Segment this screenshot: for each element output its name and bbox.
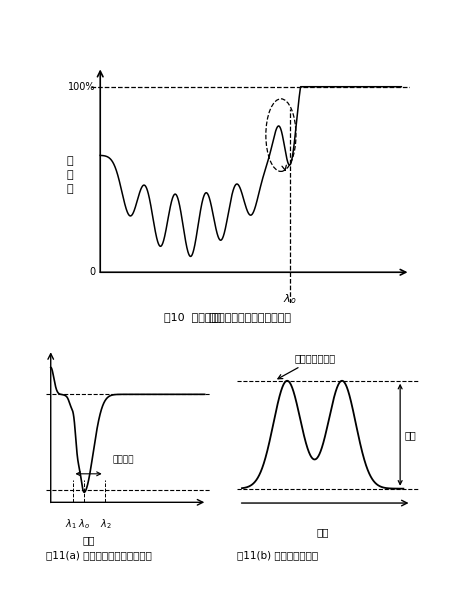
Text: $\lambda_o$: $\lambda_o$ [283,292,296,306]
Text: 0: 0 [89,267,96,277]
Text: 波長変調: 波長変調 [112,456,133,465]
Text: 100%: 100% [68,82,96,92]
Text: 光強度変調信号: 光強度変調信号 [277,353,334,379]
Text: 図11(a) 透過光スペクトル拡大図: 図11(a) 透過光スペクトル拡大図 [46,551,151,561]
Text: 振幅: 振幅 [404,430,416,440]
Text: $\lambda_2$: $\lambda_2$ [100,517,111,531]
Text: $\lambda_o$: $\lambda_o$ [78,517,90,531]
Text: 波長: 波長 [83,535,95,545]
Text: 図11(b) 光強度変調信号: 図11(b) 光強度変調信号 [237,551,318,561]
Text: $\lambda_1$: $\lambda_1$ [65,517,77,531]
Text: 波長: 波長 [207,313,221,322]
Text: 時間: 時間 [316,528,328,537]
Text: 図10  アンモニア分子透過光スペクトル: 図10 アンモニア分子透過光スペクトル [164,312,291,322]
Text: 透
過
率: 透 過 率 [67,157,73,194]
